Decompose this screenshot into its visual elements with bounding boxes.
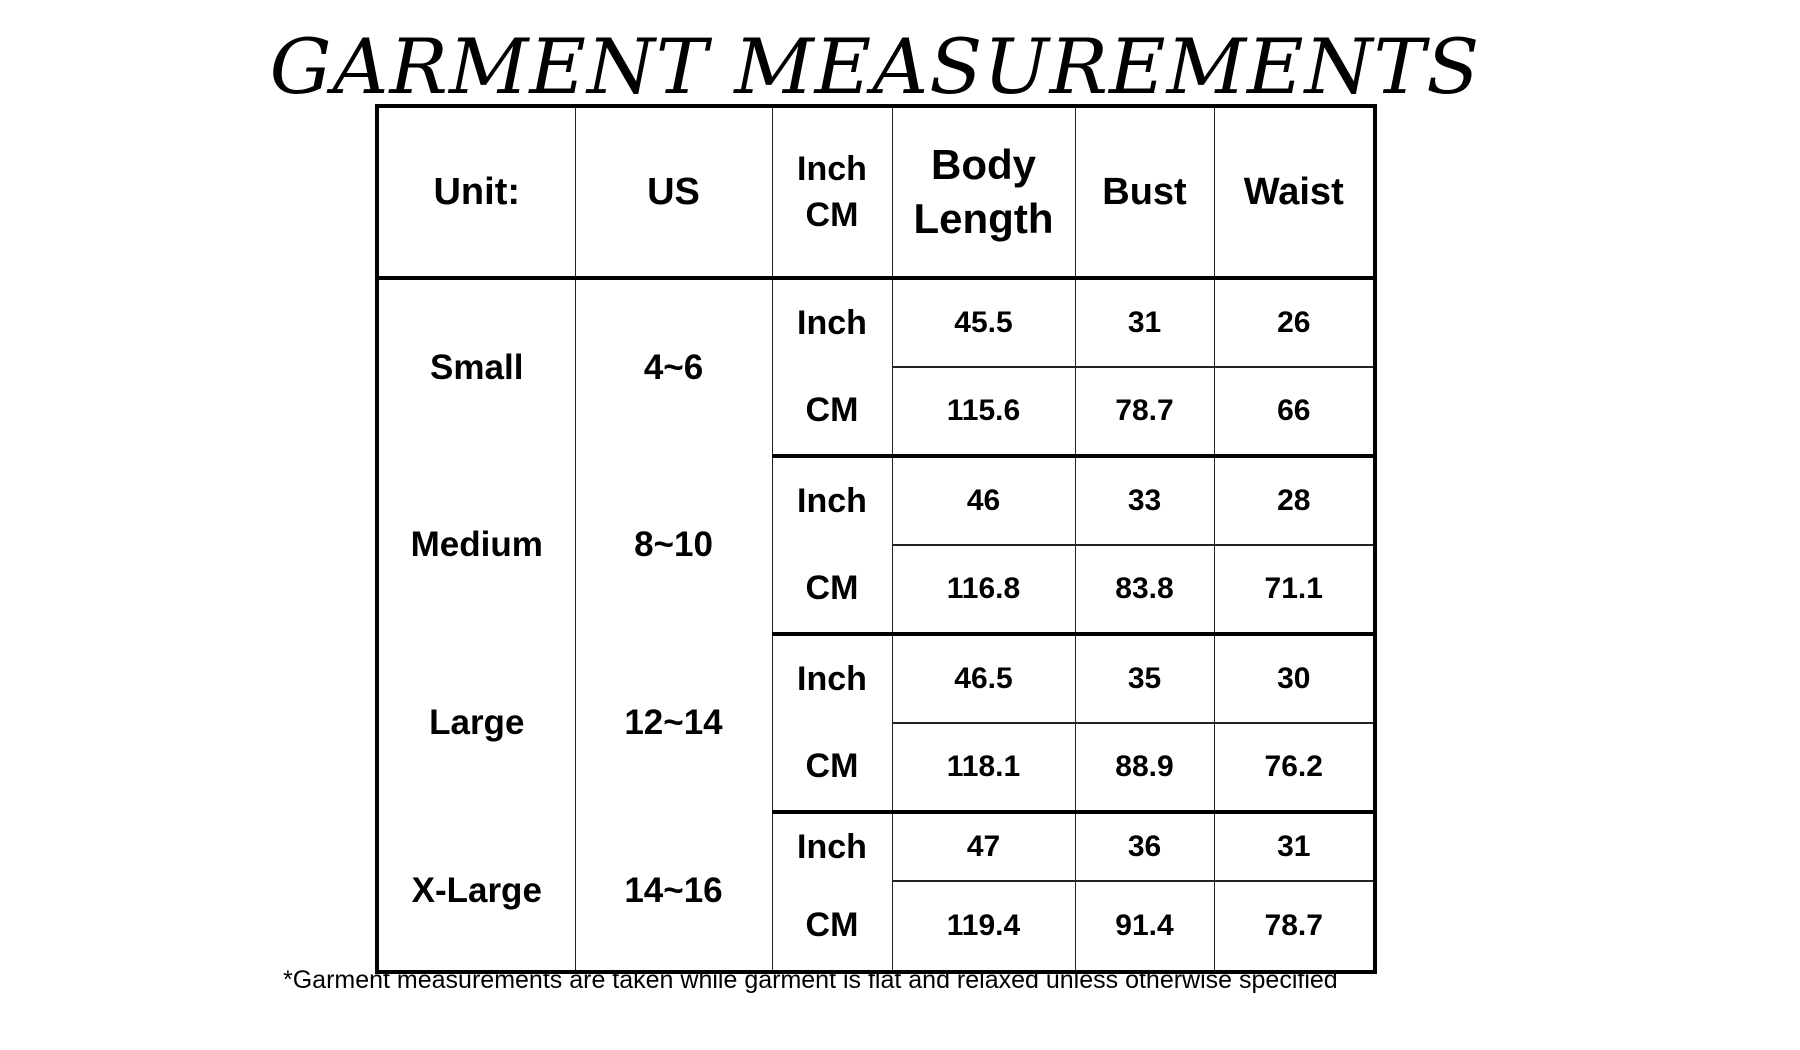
bust-value: 88.9 xyxy=(1074,723,1215,814)
body-length-value: 45.5 xyxy=(891,278,1076,368)
unit-label: Inch xyxy=(771,634,893,723)
body-length-value: 115.6 xyxy=(891,367,1076,458)
header-waist: Waist xyxy=(1213,106,1376,280)
waist-value: 76.2 xyxy=(1213,723,1376,814)
waist-value: 28 xyxy=(1213,456,1376,546)
header-inch: Inch xyxy=(797,150,867,188)
unit-label: Inch xyxy=(771,456,893,545)
bust-value: 83.8 xyxy=(1074,545,1215,636)
us-size: 4~6 xyxy=(574,278,773,456)
body-length-value: 47 xyxy=(891,812,1076,882)
waist-value: 26 xyxy=(1213,278,1376,368)
us-size: 8~10 xyxy=(574,456,773,634)
table-row: Medium 8~10 Inch 46 33 28 xyxy=(376,456,1376,634)
bust-value: 31 xyxy=(1074,278,1215,368)
unit-label: CM xyxy=(771,367,893,458)
waist-value: 66 xyxy=(1213,367,1376,458)
waist-value: 78.7 xyxy=(1213,881,1376,974)
unit-label: CM xyxy=(771,881,893,974)
footnote: *Garment measurements are taken while ga… xyxy=(283,966,1338,994)
page-title: GARMENT MEASUREMENTS xyxy=(269,22,1481,111)
table-row: CM 118.1 88.9 76.2 xyxy=(377,723,1376,814)
unit-label: CM xyxy=(771,723,893,814)
body-length-value: 119.4 xyxy=(891,881,1076,974)
bust-value: 35 xyxy=(1074,634,1215,724)
table-row: X-Large 14~16 Inch 47 36 31 xyxy=(376,812,1376,972)
table-row: Small 4~6 Inch 45.5 31 26 xyxy=(376,278,1376,456)
header-body: Body xyxy=(931,141,1036,188)
header-length: Length xyxy=(913,195,1054,242)
bust-value: 91.4 xyxy=(1074,881,1215,974)
unit-label: Inch xyxy=(771,278,893,367)
header-unit: Unit: xyxy=(376,106,576,280)
bust-value: 78.7 xyxy=(1074,367,1215,458)
header-us: US xyxy=(574,106,773,280)
us-size: 14~16 xyxy=(574,812,773,972)
waist-value: 71.1 xyxy=(1213,545,1376,636)
size-label: X-Large xyxy=(376,812,576,972)
size-chart-table: Unit: US Inch CM Body Length Bust Waist Sm… xyxy=(375,104,1377,974)
size-label: Large xyxy=(376,634,576,812)
body-length-value: 116.8 xyxy=(891,545,1076,636)
body-length-value: 118.1 xyxy=(891,723,1076,814)
table-row: CM 116.8 83.8 71.1 xyxy=(377,545,1376,636)
body-length-value: 46 xyxy=(891,456,1076,546)
unit-label: Inch xyxy=(771,812,893,881)
waist-value: 30 xyxy=(1213,634,1376,724)
size-label: Small xyxy=(376,278,576,456)
size-label: Medium xyxy=(376,456,576,634)
table-row: CM 115.6 78.7 66 xyxy=(377,367,1376,458)
header-cm: CM xyxy=(805,196,859,234)
body-length-value: 46.5 xyxy=(891,634,1076,724)
header-inch-cm: Inch CM xyxy=(771,106,893,280)
bust-value: 33 xyxy=(1074,456,1215,546)
waist-value: 31 xyxy=(1213,812,1376,882)
header-row: Unit: US Inch CM Body Length Bust Waist xyxy=(376,106,1376,280)
table-row: Large 12~14 Inch 46.5 35 30 xyxy=(376,634,1376,812)
header-bust: Bust xyxy=(1074,106,1215,280)
header-body-length: Body Length xyxy=(891,106,1076,280)
table-row: CM 119.4 91.4 78.7 xyxy=(377,881,1376,974)
unit-label: CM xyxy=(771,545,893,636)
us-size: 12~14 xyxy=(574,634,773,812)
bust-value: 36 xyxy=(1074,812,1215,882)
